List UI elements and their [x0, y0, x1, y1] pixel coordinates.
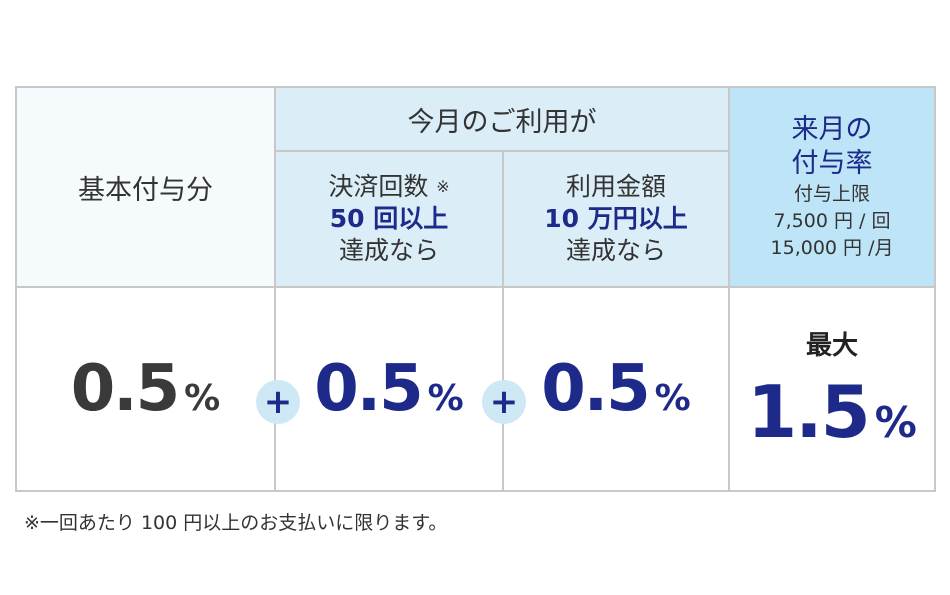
base-rate-number: 0.5 — [70, 352, 180, 426]
plus-icon: + — [256, 380, 300, 424]
this-month-header-label: 今月のご利用が — [407, 106, 597, 138]
limit-per-month: 15,000 円 /月 — [770, 236, 894, 259]
usage-amount-label: 利用金額 — [565, 172, 666, 201]
base-header-cell: 基本付与分 — [17, 88, 276, 288]
usage-amount-rate-number: 0.5 — [541, 352, 650, 426]
percent-sign: % — [874, 397, 917, 447]
max-rate-value: 1.5 % — [747, 370, 917, 454]
max-rate-number: 1.5 — [747, 369, 871, 454]
footnote: ※一回あたり 100 円以上のお支払いに限ります。 — [24, 512, 448, 534]
usage-amount-rate-value: 0.5 % — [541, 352, 690, 426]
max-label: 最大 — [805, 330, 858, 361]
payment-count-title: 決済回数 ※ — [328, 171, 449, 203]
next-month-header-cell: 来月の 付与率 付与上限 7,500 円 / 回 15,000 円 /月 — [730, 88, 934, 288]
payment-count-rate-value: 0.5 % — [314, 352, 463, 426]
usage-amount-header-cell: 利用金額 10 万円以上 達成なら — [504, 152, 730, 288]
note-mark: ※ — [436, 177, 450, 196]
percent-sign: % — [184, 378, 221, 419]
base-header-label: 基本付与分 — [78, 174, 213, 206]
usage-amount-threshold: 10 万円以上 — [544, 204, 688, 233]
percent-sign: % — [654, 378, 691, 419]
payment-count-label: 決済回数 — [328, 172, 429, 201]
usage-amount-condition: 達成なら — [565, 236, 666, 265]
payment-count-threshold: 50 回以上 — [329, 204, 449, 233]
usage-amount-rate-cell: 0.5 % — [504, 288, 730, 490]
rate-table: 基本付与分 今月のご利用が 決済回数 ※ 50 回以上 達成なら 利用金額 10… — [15, 86, 936, 492]
payment-count-rate-cell: 0.5 % — [276, 288, 504, 490]
limit-per-time: 7,500 円 / 回 — [773, 209, 891, 232]
payment-count-rate-number: 0.5 — [314, 352, 423, 426]
next-month-title-line1: 来月の — [791, 113, 873, 145]
limit-label: 付与上限 — [793, 182, 870, 205]
payment-count-condition: 達成なら — [338, 236, 439, 265]
payment-count-header-cell: 決済回数 ※ 50 回以上 達成なら — [276, 152, 504, 288]
this-month-header-cell: 今月のご利用が — [276, 88, 730, 152]
base-rate-value: 0.5 % — [71, 352, 220, 426]
next-month-title-line2: 付与率 — [791, 147, 873, 179]
base-rate-cell: 0.5 % — [17, 288, 276, 490]
max-rate-cell: 最大 1.5 % — [730, 288, 934, 490]
plus-icon: + — [482, 380, 526, 424]
percent-sign: % — [427, 378, 464, 419]
